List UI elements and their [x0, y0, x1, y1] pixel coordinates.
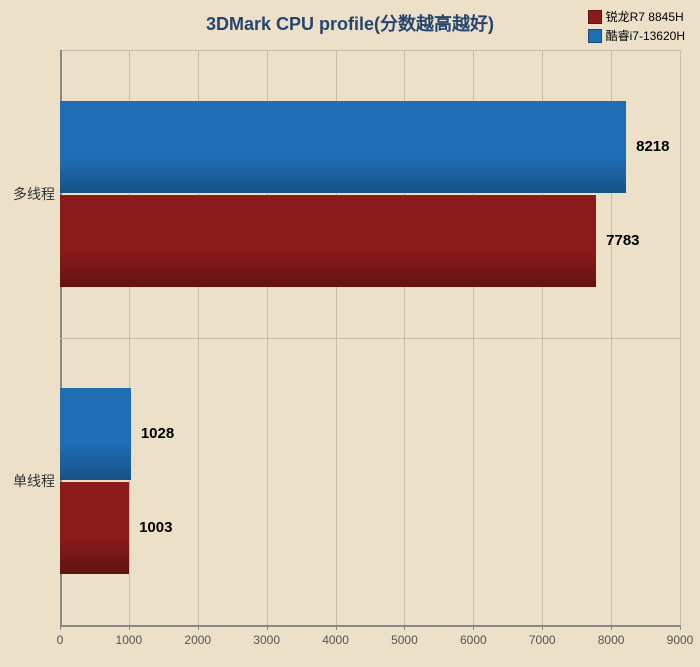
x-tick-mark	[129, 625, 130, 630]
category-label: 单线程	[10, 471, 55, 491]
x-tick-mark	[680, 625, 681, 630]
bar-series-0	[60, 482, 129, 574]
legend-item-series-0: 锐龙R7 8845H	[588, 8, 685, 25]
legend-item-series-1: 酷睿i7-13620H	[588, 27, 685, 44]
x-tick-label: 9000	[667, 633, 694, 647]
legend: 锐龙R7 8845H 酷睿i7-13620H	[588, 8, 685, 46]
chart-container: 3DMark CPU profile(分数越高越好) 锐龙R7 8845H 酷睿…	[0, 0, 700, 667]
x-tick-mark	[60, 625, 61, 630]
x-tick-label: 1000	[116, 633, 143, 647]
x-tick-label: 6000	[460, 633, 487, 647]
x-tick-label: 7000	[529, 633, 556, 647]
bar-series-0	[60, 195, 596, 287]
bar-value-label: 1028	[141, 425, 174, 442]
x-tick-mark	[336, 625, 337, 630]
x-tick-label: 5000	[391, 633, 418, 647]
bar-value-label: 1003	[139, 519, 172, 536]
category-label: 多线程	[10, 184, 55, 204]
x-axis: 0100020003000400050006000700080009000	[60, 625, 680, 655]
plot-area: 多线程82187783单线程10281003	[60, 50, 680, 625]
x-tick-label: 0	[57, 633, 64, 647]
bar-series-1	[60, 388, 131, 480]
grid-line	[680, 50, 681, 625]
x-tick-label: 4000	[322, 633, 349, 647]
x-tick-mark	[542, 625, 543, 630]
bar-value-label: 7783	[606, 232, 639, 249]
legend-swatch-1	[588, 29, 602, 43]
plot-top-border	[60, 50, 680, 51]
x-tick-mark	[404, 625, 405, 630]
x-tick-mark	[267, 625, 268, 630]
bar-value-label: 8218	[636, 138, 669, 155]
x-tick-mark	[611, 625, 612, 630]
x-tick-mark	[198, 625, 199, 630]
x-tick-label: 8000	[598, 633, 625, 647]
x-tick-label: 3000	[253, 633, 280, 647]
category-divider	[60, 338, 680, 339]
bar-series-1	[60, 101, 626, 193]
x-tick-label: 2000	[184, 633, 211, 647]
legend-label-0: 锐龙R7 8845H	[606, 8, 684, 25]
x-tick-mark	[473, 625, 474, 630]
legend-swatch-0	[588, 10, 602, 24]
legend-label-1: 酷睿i7-13620H	[606, 27, 685, 44]
chart-title: 3DMark CPU profile(分数越高越好)	[206, 10, 494, 36]
